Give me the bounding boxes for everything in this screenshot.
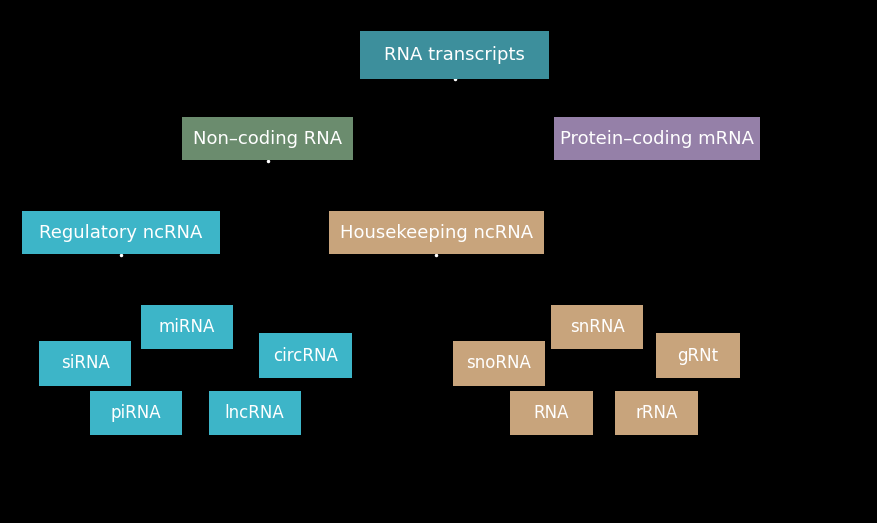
Text: RNA: RNA — [533, 404, 568, 422]
FancyBboxPatch shape — [551, 304, 642, 349]
FancyBboxPatch shape — [615, 391, 698, 435]
FancyBboxPatch shape — [182, 117, 353, 161]
Text: Housekeeping ncRNA: Housekeeping ncRNA — [339, 224, 532, 242]
Text: miRNA: miRNA — [159, 318, 215, 336]
FancyBboxPatch shape — [260, 334, 351, 378]
FancyBboxPatch shape — [360, 31, 549, 79]
FancyBboxPatch shape — [553, 117, 759, 161]
FancyBboxPatch shape — [453, 342, 544, 386]
Text: siRNA: siRNA — [61, 355, 110, 372]
FancyBboxPatch shape — [209, 391, 300, 435]
FancyBboxPatch shape — [329, 211, 543, 254]
Text: snRNA: snRNA — [569, 318, 624, 336]
Text: rRNA: rRNA — [635, 404, 677, 422]
Text: Regulatory ncRNA: Regulatory ncRNA — [39, 224, 203, 242]
Text: gRNt: gRNt — [677, 347, 717, 365]
Text: circRNA: circRNA — [273, 347, 338, 365]
FancyBboxPatch shape — [140, 304, 233, 349]
Text: lncRNA: lncRNA — [225, 404, 284, 422]
FancyBboxPatch shape — [23, 211, 219, 254]
FancyBboxPatch shape — [90, 391, 182, 435]
FancyBboxPatch shape — [509, 391, 593, 435]
Text: RNA transcripts: RNA transcripts — [384, 46, 524, 64]
Text: Non–coding RNA: Non–coding RNA — [193, 130, 342, 147]
Text: snoRNA: snoRNA — [466, 355, 531, 372]
FancyBboxPatch shape — [656, 334, 738, 378]
FancyBboxPatch shape — [39, 342, 132, 386]
Text: Protein–coding mRNA: Protein–coding mRNA — [560, 130, 752, 147]
Text: piRNA: piRNA — [111, 404, 161, 422]
